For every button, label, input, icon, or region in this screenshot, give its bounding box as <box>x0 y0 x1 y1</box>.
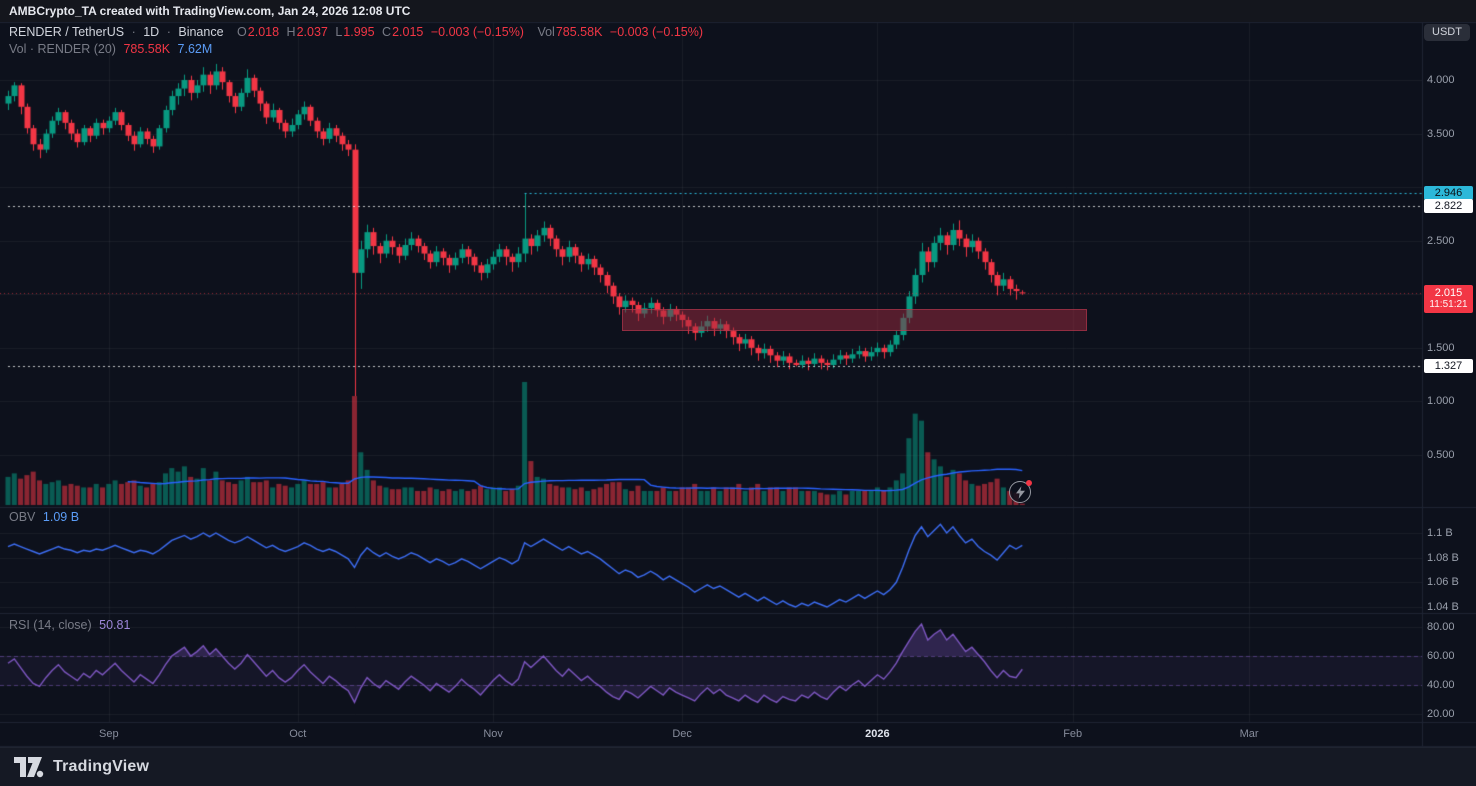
volume-value: 785.58K <box>555 25 603 39</box>
close-label: C <box>382 25 392 39</box>
notification-dot <box>1026 480 1032 486</box>
interval-label: 1D <box>143 25 160 39</box>
exchange-label: Binance <box>178 25 224 39</box>
obv-indicator-legend[interactable]: OBV 1.09 B <box>9 510 83 524</box>
lightning-icon <box>1015 485 1025 499</box>
high-label: H <box>286 25 296 39</box>
high-value: 2.037 <box>296 25 328 39</box>
tradingview-brand-text: TradingView <box>53 758 150 775</box>
tradingview-mark-icon <box>14 756 44 777</box>
separator-dot: · <box>166 25 171 39</box>
volume-ma-value: 7.62M <box>177 42 213 56</box>
open-label: O <box>237 25 247 39</box>
tradingview-logo[interactable]: TradingView <box>14 756 150 778</box>
symbol-legend[interactable]: RENDER / TetherUS · 1D · Binance O2.018 … <box>9 25 707 39</box>
price-axis[interactable] <box>1422 22 1476 722</box>
rsi-value: 50.81 <box>99 618 131 632</box>
obv-title: OBV <box>9 510 36 524</box>
volume-indicator-title: Vol · RENDER (20) <box>9 42 116 56</box>
quick-trade-button[interactable] <box>1009 480 1032 503</box>
separator-dot: · <box>131 25 136 39</box>
rsi-indicator-legend[interactable]: RSI (14, close) 50.81 <box>9 618 134 632</box>
rsi-title: RSI (14, close) <box>9 618 92 632</box>
symbol-title: RENDER / TetherUS <box>9 25 125 39</box>
time-axis[interactable] <box>0 722 1422 746</box>
attribution-text: AMBCrypto_TA created with TradingView.co… <box>9 4 411 18</box>
volume-label: Vol <box>537 25 555 39</box>
supply-zone-rectangle[interactable] <box>622 309 1087 331</box>
footer-toolbar: TradingView <box>0 747 1476 786</box>
change-value: −0.003 (−0.15%) <box>430 25 524 39</box>
close-value: 2.015 <box>392 25 424 39</box>
volume-indicator-value: 785.58K <box>123 42 171 56</box>
open-value: 2.018 <box>247 25 280 39</box>
currency-toggle-button[interactable]: USDT <box>1424 24 1470 41</box>
obv-value: 1.09 B <box>42 510 80 524</box>
low-label: L <box>335 25 343 39</box>
low-value: 1.995 <box>343 25 375 39</box>
attribution-bar: AMBCrypto_TA created with TradingView.co… <box>0 0 1476 22</box>
volume-change-value: −0.003 (−0.15%) <box>609 25 704 39</box>
volume-indicator-legend[interactable]: Vol · RENDER (20) 785.58K 7.62M <box>9 42 216 56</box>
